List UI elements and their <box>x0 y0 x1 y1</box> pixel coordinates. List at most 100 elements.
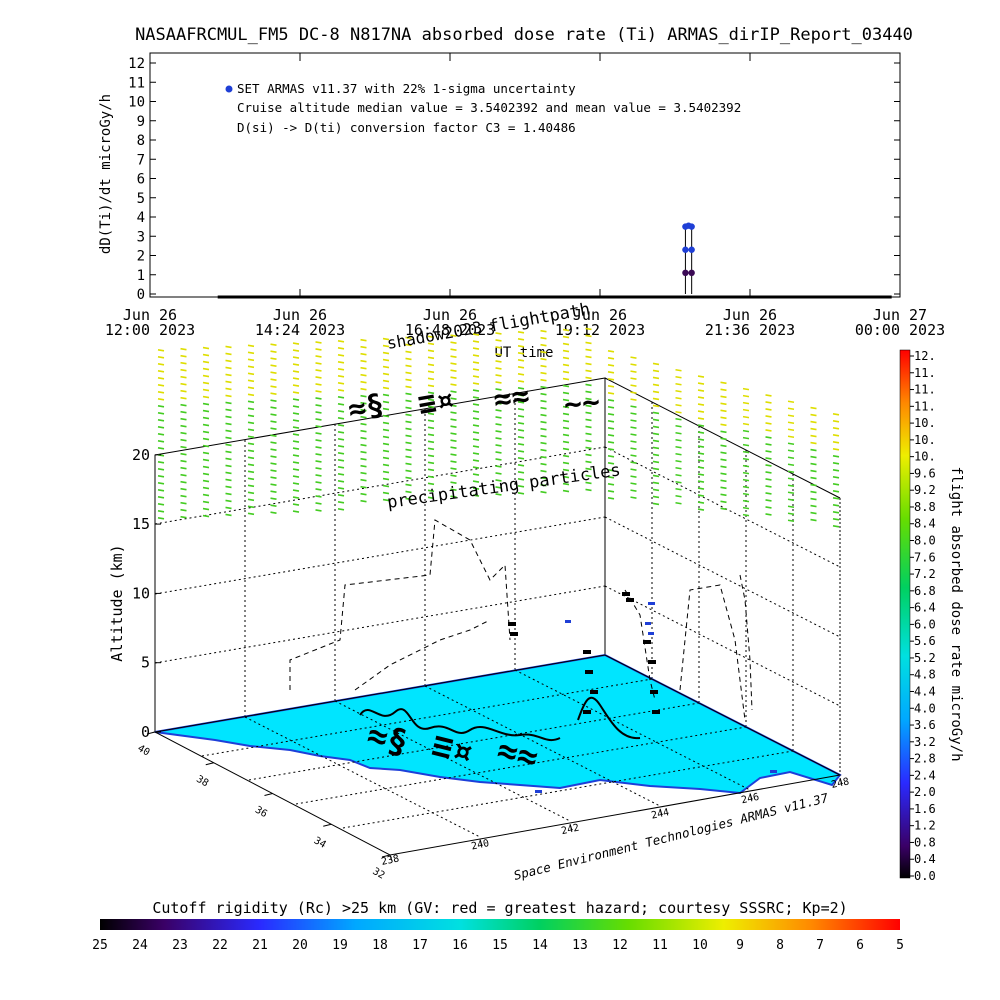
precip-dash <box>427 342 435 346</box>
precip-dash <box>225 408 232 412</box>
precip-dash <box>832 525 840 528</box>
precip-dash <box>472 354 480 357</box>
rigidity-tick-label: 15 <box>492 938 508 953</box>
precip-dash <box>607 490 615 493</box>
precip-dash <box>652 502 660 506</box>
altitude-tick-label: 20 <box>132 446 150 464</box>
longitude-tick <box>749 793 753 800</box>
precip-dash <box>292 391 300 394</box>
precip-dash <box>292 412 300 415</box>
precip-dash <box>675 382 682 386</box>
precip-dash <box>405 343 412 347</box>
precip-dash <box>225 366 232 370</box>
dose-y-tick-label: 2 <box>137 249 145 265</box>
precip-dash <box>810 434 817 438</box>
rigidity-tick-label: 14 <box>532 938 548 953</box>
precip-dash <box>630 363 637 366</box>
precip-dash <box>247 477 255 481</box>
precip-dash <box>405 462 412 466</box>
precip-dash <box>315 418 322 421</box>
precip-dash <box>292 475 300 478</box>
dose-y-tick-label: 5 <box>137 191 145 207</box>
flight-path-shadow <box>359 696 641 742</box>
precip-dash <box>427 349 435 353</box>
precip-dash <box>202 486 210 490</box>
dose-colorbar-tick-label: 6.0 <box>914 617 936 631</box>
precip-dash <box>270 420 277 424</box>
precip-dash <box>495 493 502 496</box>
precip-dash <box>585 467 592 471</box>
precip-dash <box>607 350 615 353</box>
precip-dash <box>450 411 457 415</box>
precip-dash <box>225 352 232 356</box>
precip-dash <box>585 432 592 436</box>
altitude-axis: 0 5 10 15 20 <box>132 446 161 741</box>
precip-dash <box>337 396 345 399</box>
precip-dash <box>157 391 165 394</box>
precip-dash <box>247 484 255 488</box>
precip-dash <box>247 351 255 355</box>
precip-dash <box>405 483 412 487</box>
precip-dash <box>225 499 232 503</box>
precip-dash <box>337 501 345 504</box>
precip-dash <box>607 378 615 381</box>
precip-dash <box>517 345 525 348</box>
precip-dash <box>607 441 615 444</box>
precip-dash <box>247 470 255 474</box>
precip-dash <box>225 450 232 454</box>
precip-dash <box>472 487 480 490</box>
precip-dash <box>157 356 165 359</box>
precip-dash <box>247 456 255 460</box>
precip-dash <box>562 356 570 360</box>
dose-point <box>682 246 689 253</box>
precip-dash <box>405 455 412 459</box>
precip-dash <box>585 348 592 352</box>
svg-text:≈≈: ≈≈ <box>493 730 542 779</box>
precip-dash <box>180 515 187 519</box>
precip-dash <box>630 461 637 464</box>
precip-dash <box>652 495 660 499</box>
precip-dash <box>247 435 255 439</box>
precip-dash <box>360 443 367 447</box>
precip-dash <box>630 384 637 387</box>
precip-dash <box>360 464 367 468</box>
precip-dash <box>765 401 772 404</box>
dose-colorbar-tick-label: 1.2 <box>914 819 936 833</box>
precip-dash <box>562 370 570 374</box>
precip-dash <box>225 387 232 391</box>
precip-dash <box>832 462 840 465</box>
rigidity-tick-label: 13 <box>572 938 588 953</box>
precip-dash <box>495 416 502 419</box>
precip-dash <box>202 395 210 399</box>
precip-dash <box>360 380 367 384</box>
precip-dash <box>675 396 682 400</box>
precip-dash <box>562 447 570 451</box>
rigidity-tick-label: 8 <box>776 938 784 953</box>
precip-dash <box>765 478 772 481</box>
precip-dash <box>427 412 435 416</box>
precip-dash <box>720 451 727 455</box>
precip-dash <box>765 422 772 425</box>
precip-dash <box>630 419 637 422</box>
precip-dash <box>832 448 840 451</box>
precip-dash <box>495 444 502 447</box>
rigidity-tick-label: 16 <box>452 938 468 953</box>
precip-dash <box>202 493 210 497</box>
precip-dash <box>247 379 255 383</box>
precip-dash <box>202 451 210 455</box>
precip-dash <box>630 454 637 457</box>
longitude-axis: 238 240 242 244 246 248 <box>380 776 850 868</box>
precip-dash <box>405 371 412 375</box>
precip-dash <box>517 331 525 334</box>
precip-dash <box>405 434 412 438</box>
precip-dash <box>292 461 300 464</box>
precip-dash <box>450 460 457 464</box>
precip-dash <box>787 491 795 495</box>
latitude-axis: 40 38 36 34 32 <box>136 731 391 882</box>
precip-dash <box>315 369 322 372</box>
dose-colorbar-tick-label: 0.4 <box>914 852 936 866</box>
precip-dash <box>720 402 727 406</box>
precip-dash <box>225 415 232 419</box>
precip-dash <box>495 472 502 475</box>
flight-3d-panel: ≈§ ≡¤ ≈≈ ≈§ ≡¤ ≈≈ ∼∼ flightpath shadow20… <box>108 299 850 882</box>
